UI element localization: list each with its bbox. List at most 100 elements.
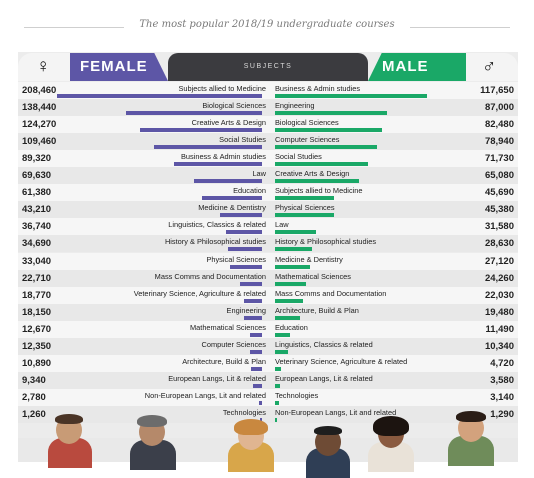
- male-bar: [275, 383, 280, 388]
- male-icon-tab: ♂: [466, 53, 518, 81]
- female-value-label: 69,630: [22, 170, 52, 182]
- male-subject-label: Education: [275, 322, 308, 332]
- male-bar: [275, 264, 311, 269]
- female-subject-label: History & Philosophical studies: [164, 237, 266, 247]
- female-bar: [239, 281, 262, 286]
- title-rule-left: [24, 27, 124, 28]
- male-bar: [275, 366, 282, 371]
- female-subject-label: Computer Sciences: [201, 339, 267, 349]
- female-bar: [252, 383, 262, 388]
- male-bar: [275, 162, 368, 167]
- male-bar: [275, 298, 304, 303]
- female-value-label: 34,690: [22, 238, 52, 250]
- chart-row: 9,340 European Langs, Lit & related Europe…: [18, 371, 518, 389]
- male-bar: [275, 213, 334, 218]
- chart-row: 208,460 Subjects allied to Medicine Busine…: [18, 82, 518, 99]
- male-bar: [275, 179, 360, 184]
- male-subject-label: Architecture, Build & Plan: [275, 305, 359, 315]
- male-bar: [275, 94, 427, 98]
- male-value-label: 22,030: [484, 289, 514, 301]
- male-subject-label: Social Studies: [275, 152, 322, 162]
- male-bar: [275, 247, 312, 252]
- female-subject-label: Subjects allied to Medicine: [178, 84, 266, 93]
- male-bar: [275, 315, 301, 320]
- male-value-label: 117,650: [480, 85, 514, 96]
- female-icon-tab: ♀: [18, 53, 70, 81]
- female-bar: [227, 247, 262, 252]
- male-subject-label: Business & Admin studies: [275, 84, 361, 93]
- female-bar: [251, 366, 262, 371]
- female-subject-label: Mathematical Sciences: [190, 322, 266, 332]
- female-header-label: FEMALE: [80, 58, 148, 75]
- female-subject-label: Non-European Langs, Lit and related: [144, 390, 266, 400]
- female-bar: [139, 128, 262, 133]
- male-subject-label: Technologies: [275, 390, 319, 400]
- female-subject-label: Business & Admin studies: [180, 152, 266, 162]
- male-value-label: 31,580: [484, 221, 514, 233]
- female-value-label: 109,460: [22, 136, 57, 148]
- female-bar: [243, 298, 262, 303]
- female-bar: [57, 94, 262, 98]
- chart-row: 12,670 Mathematical Sciences Education 11,4…: [18, 320, 518, 338]
- chart-row: 18,770 Veterinary Science, Agriculture & …: [18, 286, 518, 304]
- male-value-label: 45,690: [484, 187, 514, 199]
- female-bar: [225, 230, 262, 235]
- female-value-label: 61,380: [22, 187, 52, 199]
- female-value-label: 12,350: [22, 340, 52, 352]
- female-value-label: 43,210: [22, 204, 52, 216]
- male-bar: [275, 230, 316, 235]
- female-value-label: 1,260: [22, 408, 46, 420]
- female-subject-label: Social Studies: [219, 135, 266, 145]
- male-subject-label: Mass Comms and Documentation: [275, 288, 387, 298]
- female-bar: [244, 315, 262, 320]
- female-bar: [249, 332, 262, 337]
- female-bar: [201, 196, 262, 201]
- female-header: FEMALE: [70, 53, 168, 81]
- chart-row: 22,710 Mass Comms and Documentation Mathem…: [18, 269, 518, 287]
- female-value-label: 12,670: [22, 323, 52, 335]
- female-symbol-icon: ♀: [36, 56, 51, 77]
- male-value-label: 82,480: [484, 119, 514, 131]
- chart-row: 89,320 Business & Admin studies Social Stu…: [18, 150, 518, 168]
- male-subject-label: Creative Arts & Design: [275, 169, 350, 179]
- male-value-label: 45,380: [484, 204, 514, 216]
- male-value-label: 71,730: [484, 153, 514, 165]
- chart-row: 10,890 Architecture, Build & Plan Veterina…: [18, 354, 518, 372]
- female-subject-label: Veterinary Science, Agriculture & relate…: [133, 288, 266, 298]
- female-value-label: 18,770: [22, 289, 52, 301]
- male-subject-label: Engineering: [275, 101, 315, 111]
- male-value-label: 1,290: [490, 408, 514, 420]
- male-subject-label: Subjects allied to Medicine: [275, 186, 363, 196]
- female-subject-label: Law: [252, 169, 266, 179]
- chart-row: 34,690 History & Philosophical studies His…: [18, 235, 518, 253]
- male-bar: [275, 145, 377, 150]
- chart-row: 43,210 Medicine & Dentistry Physical Scien…: [18, 201, 518, 219]
- male-value-label: 3,580: [490, 374, 514, 386]
- male-bar: [275, 281, 307, 286]
- infographic: The most popular 2018/19 undergraduate c…: [18, 19, 518, 478]
- male-subject-label: Medicine & Dentistry: [275, 254, 343, 264]
- female-value-label: 22,710: [22, 272, 52, 284]
- male-value-label: 11,490: [485, 323, 514, 335]
- female-subject-label: Architecture, Build & Plan: [182, 356, 266, 366]
- male-subject-label: Veterinary Science, Agriculture & relate…: [275, 356, 408, 366]
- female-bar: [154, 145, 262, 150]
- female-bar: [229, 264, 262, 269]
- male-header-label: MALE: [382, 58, 429, 75]
- female-bar: [219, 213, 262, 218]
- male-subject-label: Physical Sciences: [275, 203, 335, 213]
- female-value-label: 9,340: [22, 374, 46, 386]
- chart-row: 69,630 Law Creative Arts & Design 65,080: [18, 167, 518, 185]
- male-symbol-icon: ♂: [482, 56, 497, 77]
- male-subject-label: Linguistics, Classics & related: [275, 339, 373, 349]
- male-value-label: 19,480: [484, 306, 514, 318]
- male-value-label: 10,340: [484, 340, 514, 352]
- male-bar: [275, 349, 289, 354]
- male-subject-label: European Langs, Lit & related: [275, 373, 373, 383]
- female-subject-label: Biological Sciences: [202, 101, 266, 111]
- female-value-label: 138,440: [22, 102, 57, 114]
- male-subject-label: Biological Sciences: [275, 118, 339, 128]
- female-subject-label: Linguistics, Classics & related: [168, 220, 266, 230]
- male-value-label: 24,260: [484, 272, 514, 284]
- chart-row: 1,260 Technologies Non-European Langs, Lit…: [18, 405, 518, 423]
